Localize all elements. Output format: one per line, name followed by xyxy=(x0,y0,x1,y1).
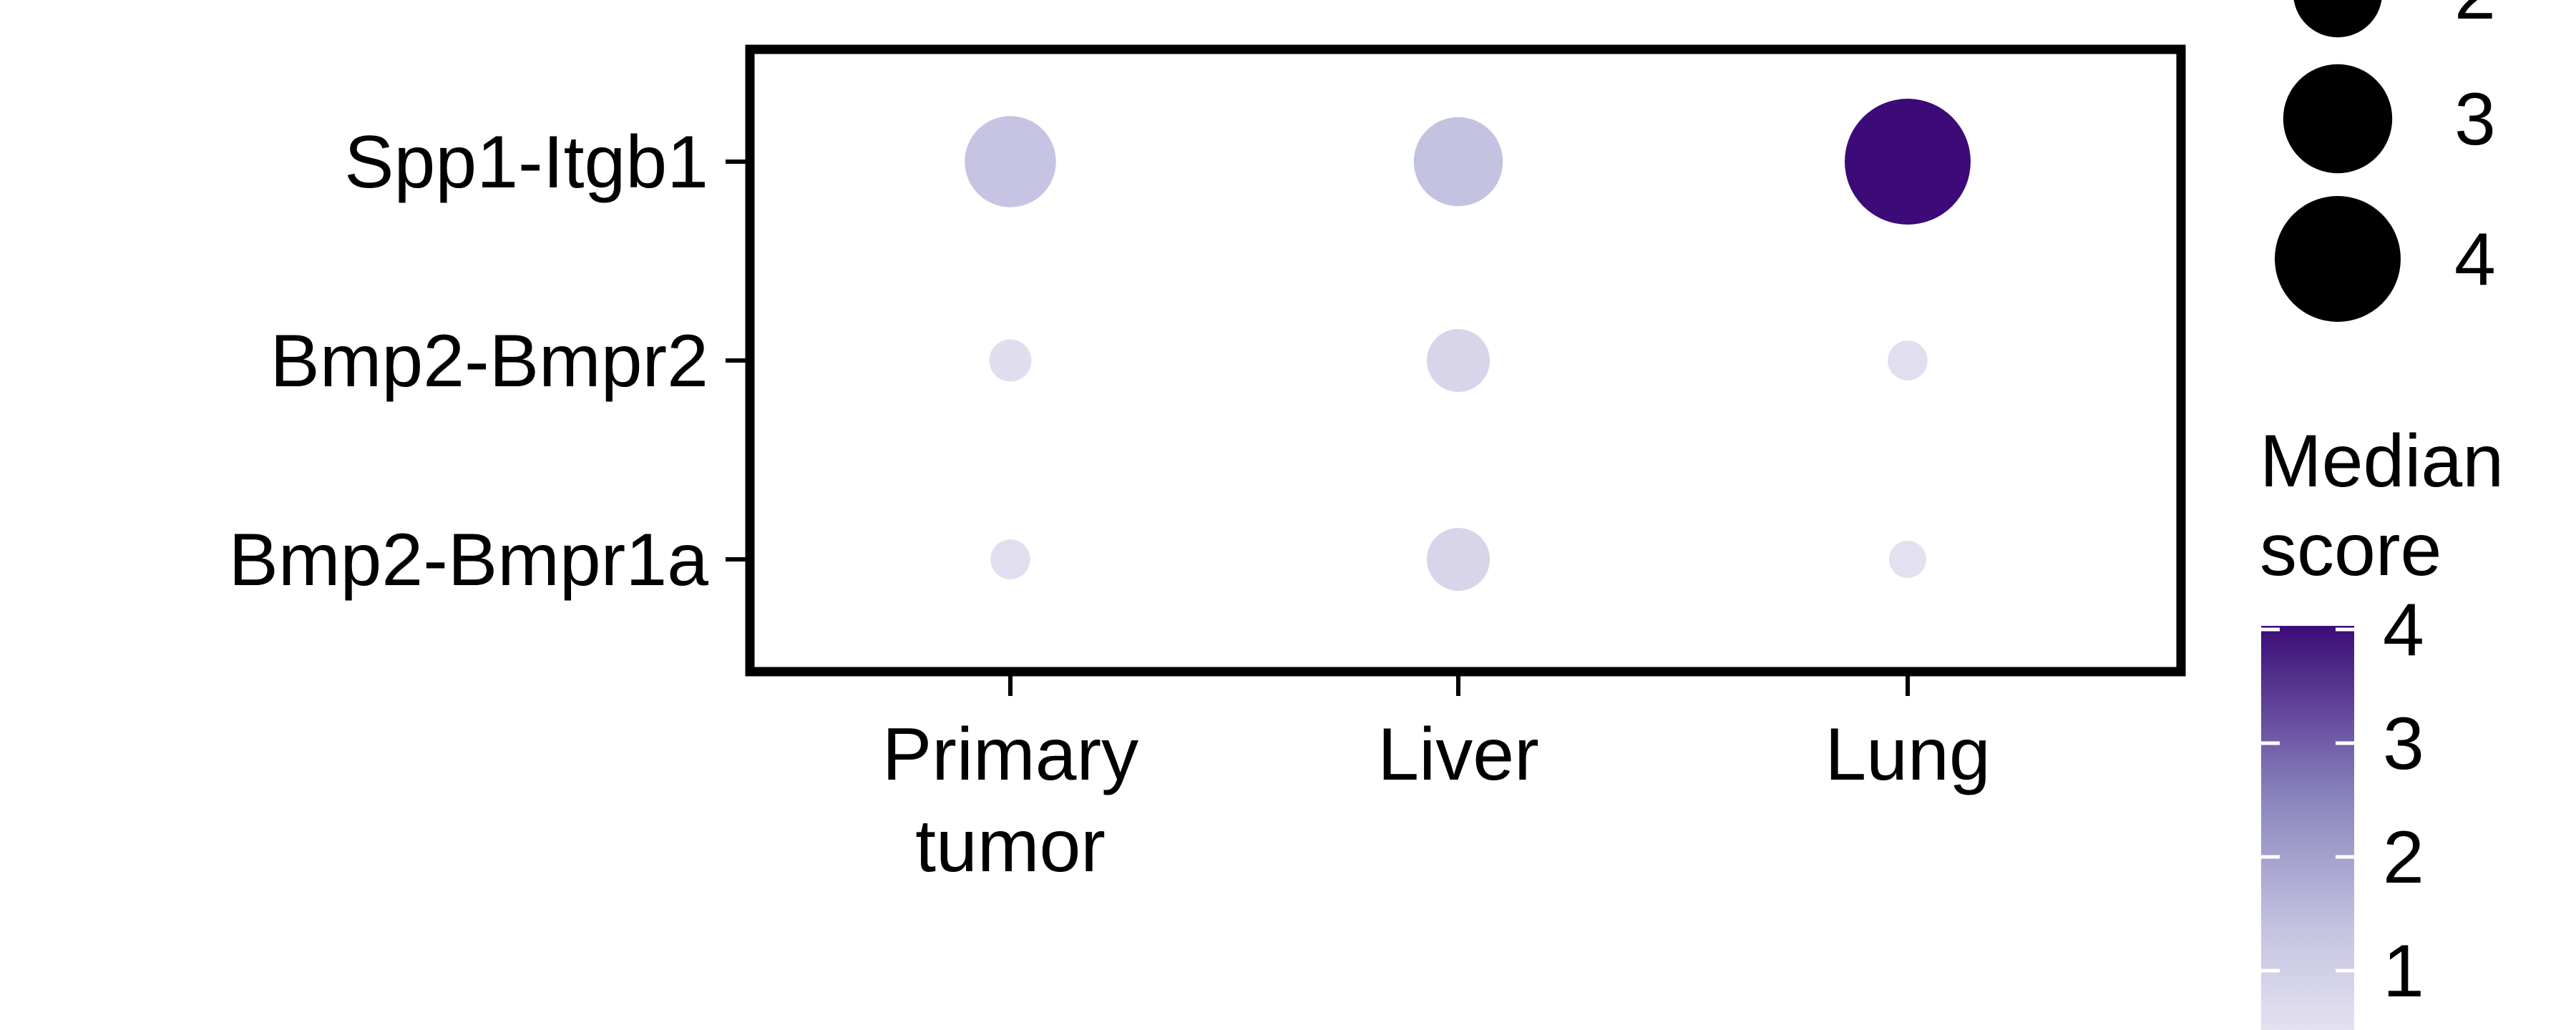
size-legend-dot xyxy=(2283,64,2393,174)
dot-1-1 xyxy=(1427,329,1490,392)
size-legend-label: 4 xyxy=(2454,218,2496,301)
x-tick-label: Primary tumor xyxy=(882,713,1138,888)
dot-0-1 xyxy=(1413,117,1503,207)
plot-frame xyxy=(745,44,2186,677)
x-tick-label: Liver xyxy=(1377,713,1538,796)
y-tick-label: Bmp2-Bmpr2 xyxy=(270,320,708,403)
size-legend-label: 3 xyxy=(2454,78,2496,161)
y-tick-label: Bmp2-Bmpr1a xyxy=(229,519,709,602)
size-legend-dot xyxy=(2293,0,2382,38)
dot-2-0 xyxy=(990,539,1030,579)
colorbar-tick-label: 4 xyxy=(2383,589,2424,672)
size-legend-label: 2 xyxy=(2454,0,2496,35)
colorbar-tick-label: 2 xyxy=(2383,816,2424,899)
dot-0-2 xyxy=(1845,99,1971,225)
y-tick-label: Spp1-Itgb1 xyxy=(344,121,708,204)
dot-2-2 xyxy=(1888,540,1927,579)
colorbar-tick-label: 3 xyxy=(2383,702,2424,785)
dot-1-2 xyxy=(1888,340,1928,381)
color-legend-bar xyxy=(2261,626,2354,1030)
x-tick-label: Lung xyxy=(1825,713,1990,796)
dot-0-0 xyxy=(965,116,1056,207)
colorbar-tick-label: 1 xyxy=(2383,930,2424,1013)
dot-1-0 xyxy=(989,339,1032,382)
dot-2-1 xyxy=(1427,528,1490,591)
size-legend-dot xyxy=(2275,196,2401,322)
color-legend-title: Median score xyxy=(2260,420,2504,592)
